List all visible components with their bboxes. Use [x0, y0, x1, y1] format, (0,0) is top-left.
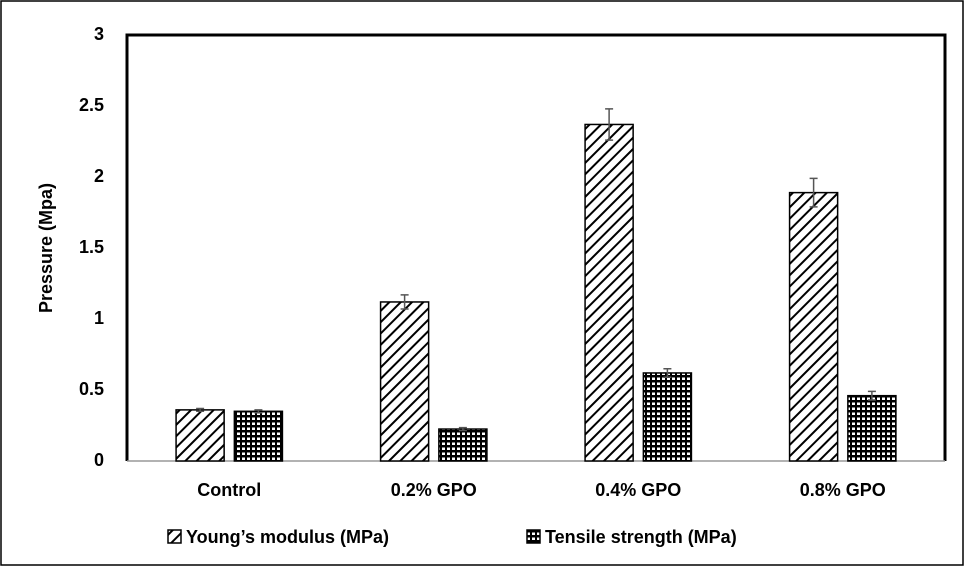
- x-tick-label: Control: [197, 480, 261, 500]
- legend-label: Tensile strength (MPa): [545, 527, 737, 547]
- y-tick-label: 1.5: [79, 237, 104, 257]
- error-bar: [458, 426, 467, 432]
- legend-label: Young’s modulus (MPa): [186, 527, 389, 547]
- y-tick-label: 0: [94, 450, 104, 470]
- y-tick-label: 2: [94, 166, 104, 186]
- y-tick-label: 1: [94, 308, 104, 328]
- x-tick-label: 0.4% GPO: [595, 480, 681, 500]
- error-bar: [196, 407, 205, 413]
- error-bar: [867, 390, 876, 401]
- error-bar: [605, 108, 614, 141]
- plot-frame: [125, 33, 947, 461]
- error-bar: [400, 294, 409, 310]
- bar: [584, 123, 634, 462]
- bar: [438, 428, 488, 462]
- legend-swatch: [167, 529, 182, 544]
- bar: [642, 372, 693, 462]
- legend-swatch: [526, 529, 541, 544]
- y-tick-label: 3: [94, 24, 104, 44]
- bar: [847, 394, 897, 462]
- error-bar: [254, 409, 263, 414]
- y-tick-label: 0.5: [79, 379, 104, 399]
- error-bar: [809, 177, 818, 208]
- y-axis-label: Pressure (Mpa): [36, 183, 56, 313]
- bar: [379, 301, 430, 462]
- y-tick-label: 2.5: [79, 95, 104, 115]
- bar: [233, 410, 284, 462]
- x-tick-label: 0.2% GPO: [391, 480, 477, 500]
- bar: [788, 191, 839, 462]
- x-tick-label: 0.8% GPO: [800, 480, 886, 500]
- error-bar: [663, 367, 672, 378]
- bar: [175, 409, 225, 462]
